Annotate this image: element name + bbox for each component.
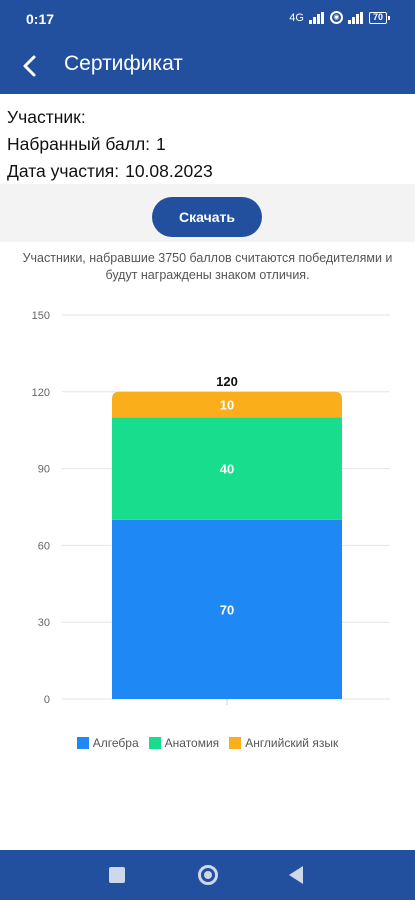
score-chart: 0 30 60 90 120 150 70 40 10 120 — [0, 300, 415, 780]
legend-label: Алгебра — [92, 736, 139, 750]
y-tick-label: 120 — [32, 387, 50, 399]
winners-note: Участники, набравшие 3750 баллов считают… — [22, 251, 393, 282]
bar-value-label: 40 — [220, 462, 234, 477]
bar-value-label: 70 — [220, 602, 234, 617]
y-tick-label: 90 — [38, 464, 50, 476]
signal-icon — [308, 11, 325, 24]
recent-apps-icon[interactable] — [109, 867, 125, 883]
status-time: 0:17 — [26, 11, 55, 27]
page-title: Сертификат — [64, 52, 183, 75]
bar-total-label: 120 — [216, 374, 238, 389]
vpn-icon: ◉ — [329, 11, 343, 24]
bar-segment — [112, 519, 342, 699]
home-icon[interactable] — [198, 865, 218, 885]
date-line: Дата участия: 10.08.2023 — [7, 158, 219, 185]
y-tick-label: 150 — [32, 310, 50, 322]
certificate-info: Участник: Набранный балл: 1 Дата участия:… — [7, 104, 219, 185]
status-icons: 4G ◉ 70 — [289, 11, 391, 24]
nav-back-icon[interactable] — [289, 866, 303, 884]
y-tick-label: 60 — [38, 540, 50, 552]
network-type: 4G — [289, 11, 304, 24]
bar-segment — [112, 417, 342, 520]
app-bar: Сертификат — [0, 38, 415, 94]
bar-segment — [112, 391, 342, 418]
bar-value-label: 10 — [220, 398, 234, 413]
participant-line: Участник: — [7, 104, 219, 131]
legend-item[interactable]: Анатомия — [148, 736, 220, 750]
legend-label: Анатомия — [164, 736, 220, 750]
score-label: Набранный балл: — [7, 134, 151, 154]
arrow-back-icon[interactable] — [14, 50, 46, 82]
legend-label: Английский язык — [245, 736, 339, 750]
legend-item[interactable]: Алгебра — [76, 736, 139, 750]
score-line: Набранный балл: 1 — [7, 131, 219, 158]
score-value: 1 — [156, 134, 166, 154]
legend-item[interactable]: Английский язык — [229, 736, 338, 750]
status-bar: 0:17 4G ◉ 70 — [0, 0, 415, 38]
chart-legend: Алгебра Анатомия Английский язык — [0, 736, 415, 750]
chart-svg: 0 30 60 90 120 150 70 40 10 120 — [32, 310, 390, 706]
signal-2-icon — [347, 11, 364, 24]
y-tick-label: 0 — [44, 694, 50, 706]
legend-swatch — [76, 737, 89, 749]
system-nav-bar — [0, 850, 415, 900]
download-button[interactable]: Скачать — [152, 197, 262, 237]
battery-icon: 70 — [368, 11, 391, 24]
y-tick-label: 30 — [38, 617, 50, 629]
legend-swatch — [229, 737, 242, 749]
date-value: 10.08.2023 — [125, 161, 213, 181]
legend-swatch — [148, 737, 161, 749]
participant-label: Участник: — [7, 107, 86, 127]
date-label: Дата участия: — [7, 161, 120, 181]
